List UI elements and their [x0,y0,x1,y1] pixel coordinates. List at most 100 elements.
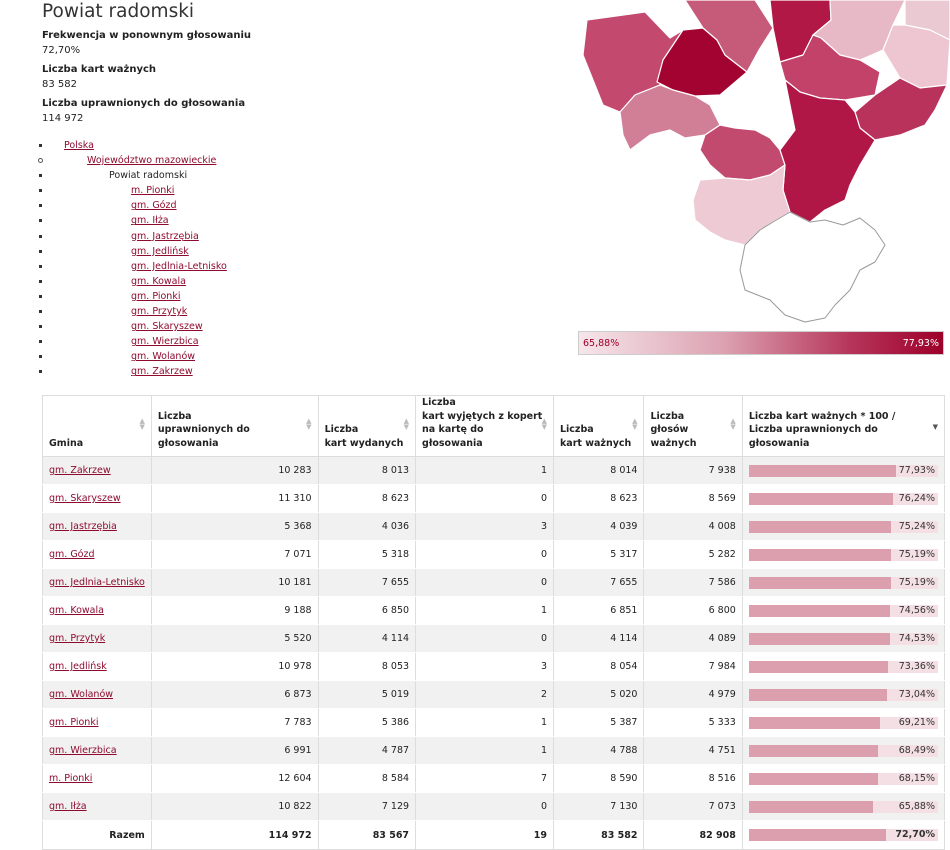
cell-valid-votes: 7 984 [643,652,743,681]
gmina-link[interactable]: gm. Gózd [49,549,95,560]
cell-eligible: 12 604 [150,764,319,793]
turnout-label: Frekwencja w ponownym głosowaniu [42,30,252,41]
voivodeship-link[interactable]: Województwo mazowieckie [87,155,217,167]
cell-issued: 4 114 [317,624,417,653]
commune-link[interactable]: gm. Zakrzew [131,366,193,378]
gmina-link[interactable]: gm. Skaryszew [49,493,121,504]
gmina-link[interactable]: gm. Wolanów [49,689,114,700]
gmina-link[interactable]: gm. Wierzbica [49,745,117,756]
color-scale-legend: 65,88% 77,93% [578,331,944,355]
header-envelope-line2: kart wyjętych z kopert [422,410,543,422]
cell-valid-votes: 8 516 [643,764,743,793]
cell-gmina: gm. Wierzbica [42,736,152,765]
table-header-row: Gmina ▲ ▼ Liczba uprawnionych do głosowania… [42,395,946,457]
cell-gmina: gm. Jedlińsk [42,652,152,681]
gmina-link[interactable]: gm. Jedlnia-Letnisko [49,577,145,588]
cell-valid-votes: 5 282 [643,540,743,569]
cell-ratio: 73,36% [741,652,946,681]
ratio-bar: 75,19% [748,548,938,561]
breadcrumb-tree: Polska Województwo mazowieckie Powiat ra… [38,138,466,380]
total-valid-cards: 83 582 [552,820,645,850]
map-region-jastrzebia-north[interactable] [684,0,774,73]
cell-issued: 8 623 [317,484,417,513]
header-gmina[interactable]: Gmina ▲ ▼ [42,395,152,457]
cell-issued: 8 013 [317,456,417,485]
eligible-value: 114 972 [42,113,84,124]
cell-eligible: 10 978 [150,652,319,681]
ratio-bar: 74,53% [748,632,938,645]
cell-valid-cards: 4 039 [552,512,645,541]
commune-link[interactable]: gm. Skaryszew [131,321,203,333]
commune-link[interactable]: gm. Jedlnia-Letnisko [131,260,227,272]
commune-link[interactable]: gm. Wolanów [131,351,196,363]
header-envelope[interactable]: Liczba kart wyjętych z kopert na kartę do … [415,395,554,457]
ratio-bar: 68,49% [748,744,938,757]
cell-issued: 5 318 [317,540,417,569]
header-eligible[interactable]: Liczba uprawnionych do głosowania ▲ ▼ [150,395,319,457]
cell-valid-cards: 5 020 [552,680,645,709]
map-region-przytyk[interactable] [699,124,786,181]
summary-panel: Powiat radomski Frekwencja w ponownym gł… [42,0,562,125]
commune-link[interactable]: gm. Przytyk [131,306,188,318]
header-issued[interactable]: Liczba kart wydanych ▲ ▼ [317,395,417,457]
table-row: gm. Kowala 9 188 6 850 1 6 851 6 800 74,56% [42,596,946,625]
cell-valid-cards: 5 387 [552,708,645,737]
cell-ratio: 68,49% [741,736,946,765]
commune-link[interactable]: m. Pionki [131,185,175,197]
cell-ratio: 75,19% [741,540,946,569]
table-row: gm. Przytyk 5 520 4 114 0 4 114 4 089 74,53% [42,624,946,653]
commune-link[interactable]: gm. Jastrzębia [131,230,199,242]
gmina-link[interactable]: m. Pionki [49,773,93,784]
cell-eligible: 7 071 [150,540,319,569]
map-region-skaryszew[interactable] [779,79,876,223]
sort-icon: ▲ ▼ [730,417,736,431]
cell-issued: 7 129 [317,792,417,821]
commune-link[interactable]: gm. Iłża [131,215,169,227]
total-issued: 83 567 [317,820,417,850]
cell-valid-votes: 7 938 [643,456,743,485]
gmina-link[interactable]: gm. Kowala [49,605,104,616]
header-valid-cards[interactable]: Liczba kart ważnych ▲ ▼ [552,395,645,457]
commune-link[interactable]: gm. Jedlińsk [131,245,189,257]
ratio-bar-fill [748,604,890,617]
tree-item-country: Polska [39,138,466,153]
country-link[interactable]: Polska [64,140,94,151]
page-title: Powiat radomski [42,1,195,22]
commune-link[interactable]: gm. Pionki [131,290,181,302]
gmina-link[interactable]: gm. Pionki [49,717,99,728]
map-region-gozd[interactable] [882,24,950,89]
gmina-link[interactable]: gm. Przytyk [49,633,106,644]
tree-item-voivodeship: Województwo mazowieckie [38,153,466,168]
county-label: Powiat radomski [109,170,188,182]
map-region-ilza[interactable] [739,211,886,323]
ratio-value: 74,56% [898,604,935,616]
commune-link[interactable]: gm. Wierzbica [131,336,199,348]
header-valid-cards-line2: kart ważnych [559,437,632,449]
header-ratio[interactable]: Liczba kart ważnych * 100 / Liczba uprawn… [741,395,946,457]
gmina-link[interactable]: gm. Iłża [49,801,87,812]
ratio-value: 68,15% [898,772,935,784]
header-valid-votes-line1: Liczba [650,410,685,422]
eligible-label: Liczba uprawnionych do głosowania [42,98,246,109]
sort-icon: ▲ ▼ [139,417,145,431]
table-row: gm. Skaryszew 11 310 8 623 0 8 623 8 569 76,24… [42,484,946,513]
cell-valid-votes: 4 751 [643,736,743,765]
gmina-link[interactable]: gm. Jastrzębia [49,521,117,532]
sort-icon: ▲ ▼ [403,417,410,431]
header-valid-votes[interactable]: Liczba głosów ważnych ▲ ▼ [643,395,743,457]
gmina-link[interactable]: gm. Zakrzew [49,465,111,476]
table-row: gm. Gózd 7 071 5 318 0 5 317 5 282 75,19% [42,540,946,569]
turnout-value: 72,70% [42,45,81,56]
ratio-value: 65,88% [898,800,935,812]
table-row: gm. Jedlnia-Letnisko 10 181 7 655 0 7 655 7 5… [42,568,946,597]
ratio-value: 69,21% [898,716,935,728]
commune-link[interactable]: gm. Gózd [131,200,177,212]
commune-link[interactable]: gm. Kowala [131,275,186,287]
gmina-link[interactable]: gm. Jedlińsk [49,661,107,672]
header-envelope-line1: Liczba [422,397,456,408]
ratio-bar-fill [748,576,892,589]
cell-valid-votes: 7 073 [643,792,743,821]
cell-envelope: 1 [415,736,554,765]
cell-ratio: 74,53% [741,624,946,653]
cell-eligible: 5 368 [150,512,319,541]
